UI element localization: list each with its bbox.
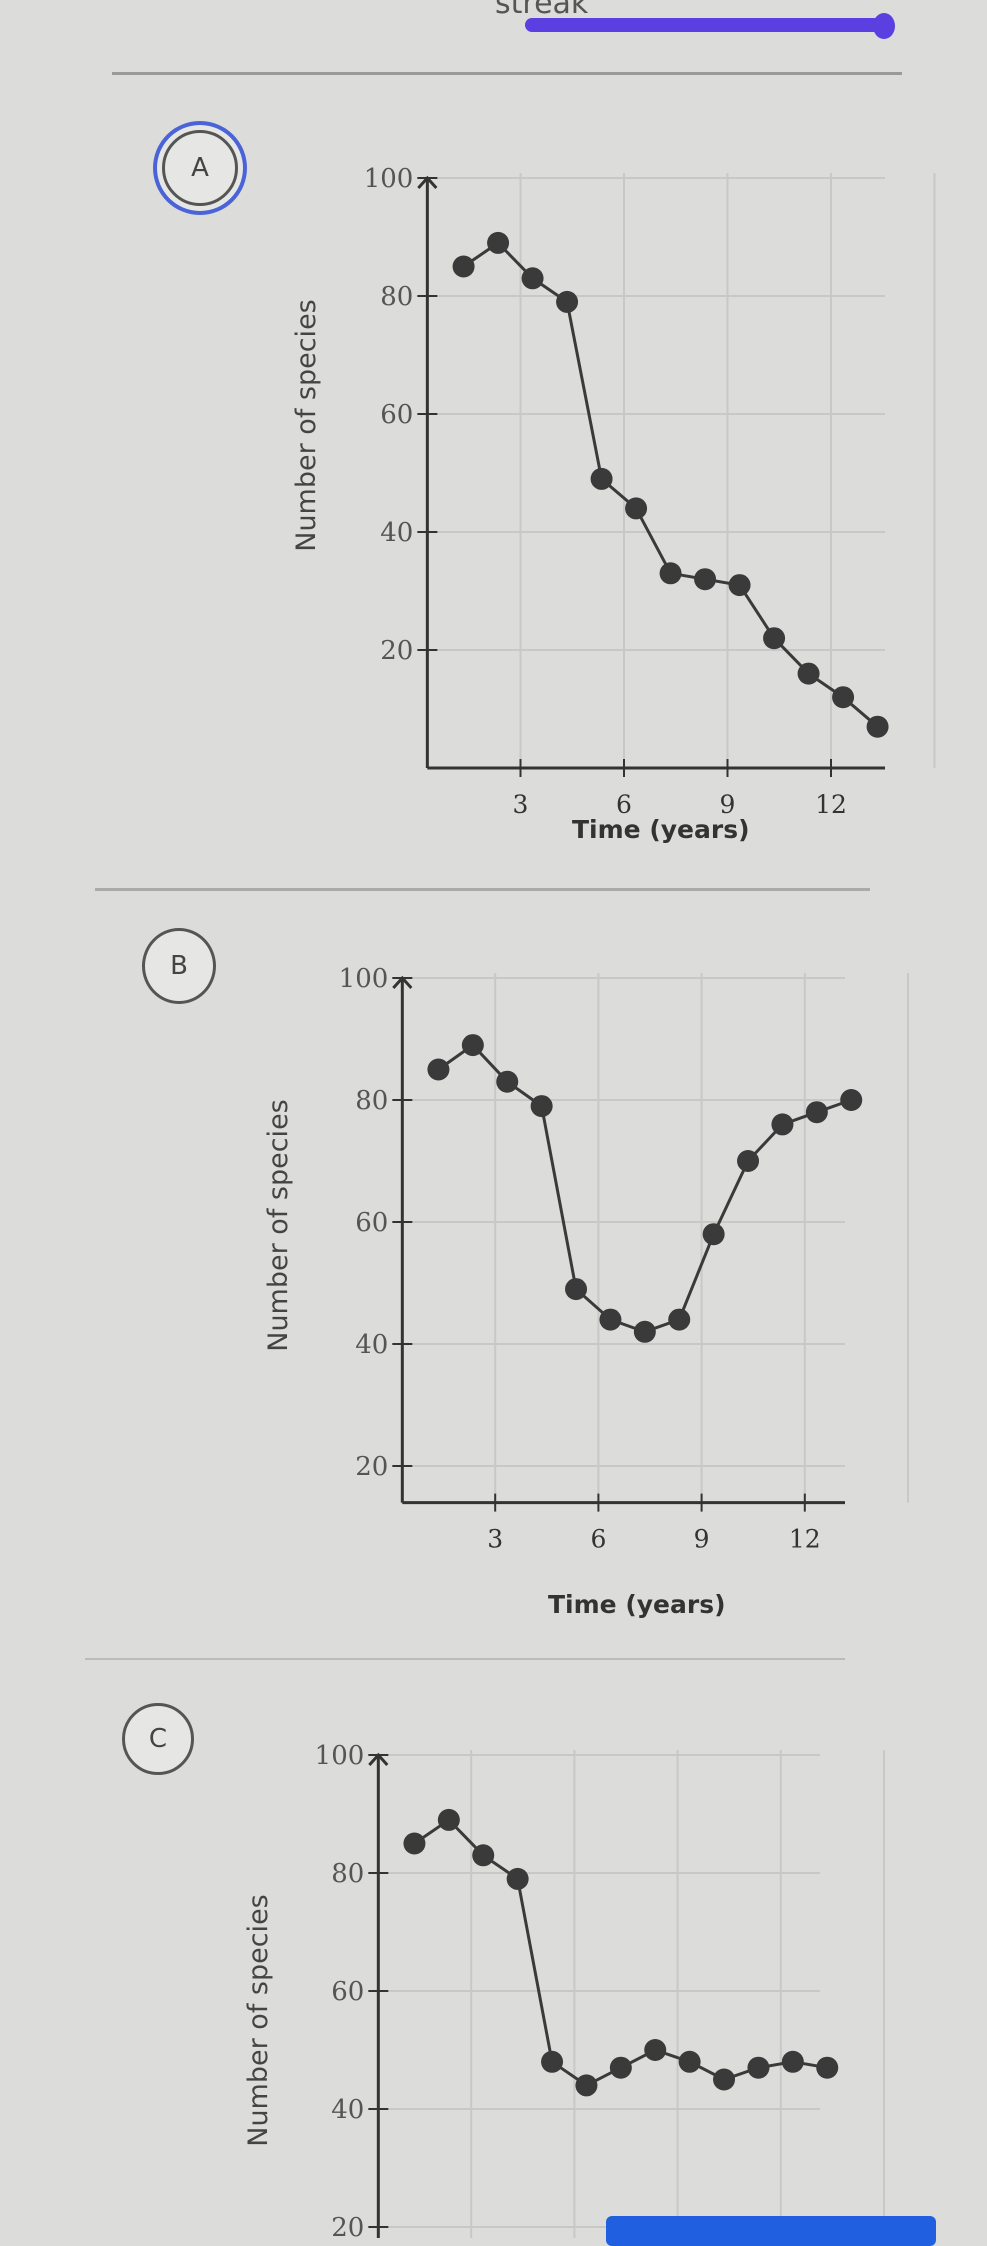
- x-tick-label: 6: [590, 1525, 606, 1554]
- data-point: [506, 1867, 529, 1890]
- y-axis-label: Number of species: [262, 1099, 294, 1352]
- divider: [112, 72, 902, 75]
- y-axis-label: Number of species: [242, 1894, 274, 2147]
- x-tick-label: 9: [694, 1525, 710, 1554]
- y-tick-label: 40: [355, 1330, 388, 1360]
- series-line: [413, 1817, 828, 2088]
- y-tick-label: 20: [331, 2213, 364, 2238]
- progress-bar: [525, 13, 895, 39]
- data-point: [633, 1320, 656, 1343]
- x-axis-label: Time (years): [572, 815, 750, 844]
- data-point: [625, 497, 648, 520]
- data-point: [487, 231, 510, 254]
- y-tick-label: 20: [380, 636, 413, 666]
- data-point: [694, 568, 717, 591]
- data-point: [702, 1223, 725, 1246]
- data-point: [461, 1034, 484, 1057]
- data-point: [644, 2039, 667, 2061]
- data-point: [728, 574, 751, 597]
- y-axis-arrow: [392, 975, 413, 990]
- y-axis-label: Number of species: [290, 299, 322, 552]
- data-point: [403, 1832, 426, 1855]
- choice-c-radio[interactable]: C: [122, 1703, 194, 1775]
- y-tick-label: 40: [331, 2095, 364, 2125]
- data-point: [599, 1308, 622, 1331]
- data-point: [452, 255, 475, 278]
- streak-label: streak: [495, 0, 589, 21]
- choice-a-radio[interactable]: A: [162, 130, 238, 206]
- x-tick-label: 3: [513, 790, 529, 819]
- data-point: [496, 1070, 519, 1093]
- data-point: [832, 686, 855, 709]
- data-point: [556, 290, 579, 313]
- data-point: [771, 1113, 794, 1136]
- data-point: [590, 467, 613, 490]
- y-tick-label: 80: [380, 282, 413, 312]
- y-tick-label: 100: [364, 164, 414, 194]
- divider: [95, 888, 870, 891]
- divider: [85, 1658, 845, 1660]
- data-point: [668, 1308, 691, 1331]
- data-point: [763, 627, 786, 650]
- choice-letter: B: [170, 951, 188, 981]
- y-axis-arrow: [417, 175, 438, 190]
- x-tick-label: 12: [815, 790, 847, 819]
- y-tick-label: 100: [315, 1741, 365, 1771]
- series-line: [462, 240, 879, 728]
- progress-dot: [873, 13, 895, 39]
- y-tick-label: 20: [355, 1452, 388, 1482]
- data-point: [565, 1278, 588, 1301]
- series-line: [437, 1043, 852, 1334]
- choice-b-radio[interactable]: B: [142, 928, 216, 1004]
- y-tick-label: 80: [355, 1086, 388, 1116]
- data-point: [437, 1808, 460, 1831]
- choice-letter: A: [191, 153, 209, 183]
- data-point: [575, 2074, 598, 2097]
- y-tick-label: 60: [380, 400, 413, 430]
- y-tick-label: 40: [380, 518, 413, 548]
- y-tick-label: 60: [331, 1977, 364, 2007]
- data-point: [427, 1058, 450, 1081]
- data-point: [659, 562, 682, 585]
- data-point: [805, 1101, 828, 1124]
- y-axis-arrow: [368, 1752, 389, 1767]
- data-point: [737, 1150, 760, 1172]
- y-tick-label: 60: [355, 1208, 388, 1238]
- check-button[interactable]: [606, 2216, 936, 2246]
- x-axis-label: Time (years): [548, 1590, 726, 1619]
- data-point: [472, 1844, 495, 1867]
- progress-fill: [525, 18, 887, 32]
- y-tick-label: 80: [331, 1859, 364, 1889]
- data-point: [747, 2056, 770, 2079]
- choice-letter: C: [148, 1724, 168, 1754]
- y-tick-label: 100: [339, 964, 389, 994]
- data-point: [609, 2056, 632, 2079]
- data-point: [816, 2056, 839, 2079]
- data-point: [678, 2050, 701, 2073]
- data-point: [866, 715, 889, 738]
- data-point: [713, 2068, 736, 2091]
- data-point: [530, 1095, 553, 1118]
- x-tick-label: 12: [789, 1525, 821, 1554]
- data-point: [521, 267, 544, 290]
- data-point: [541, 2050, 564, 2073]
- x-tick-label: 3: [487, 1525, 503, 1554]
- data-point: [781, 2050, 804, 2073]
- data-point: [797, 662, 820, 685]
- data-point: [840, 1089, 863, 1111]
